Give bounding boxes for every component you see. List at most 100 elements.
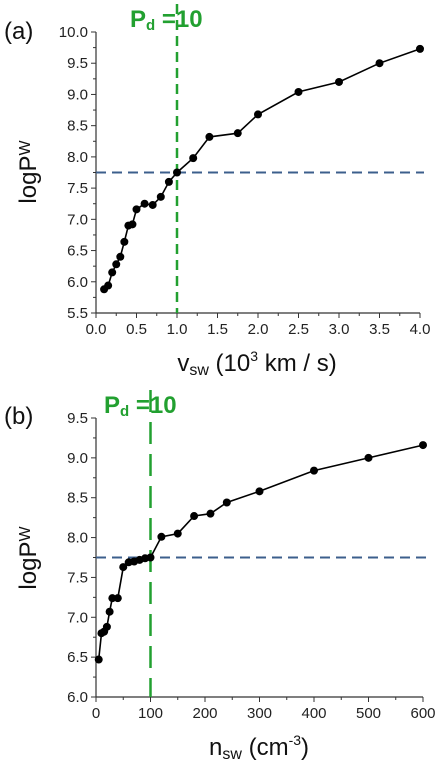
- panel-a-x-tick-label: 3.0: [329, 321, 350, 338]
- panel-b-data-point: [222, 498, 231, 507]
- panel-a-y-tick-label: 10.0: [59, 24, 88, 41]
- panel-b-y-tick-label: 6.0: [67, 689, 88, 706]
- panel-a-x-tick-label: 3.5: [369, 321, 390, 338]
- panel-a-data-point: [132, 205, 141, 214]
- panel-a-xlabel-after: (10: [209, 350, 250, 377]
- panel-a-x-tick-label: 2.0: [248, 321, 269, 338]
- panel-b-x-tick-label: 100: [138, 705, 163, 722]
- panel-b-y-tick-label: 8.0: [67, 530, 88, 547]
- panel-a-data-point: [128, 220, 137, 229]
- panel-a-x-tick-label: 2.5: [288, 321, 309, 338]
- panel-a-data-point: [254, 110, 262, 119]
- panel-b-xlabel-main: n: [209, 734, 222, 761]
- panel-b-pd-sub: d: [120, 403, 129, 420]
- panel-b-x-tick-label: 0: [92, 705, 100, 722]
- panel-b-x-tick-label: 500: [356, 705, 381, 722]
- panel-b-y-tick-label: 8.5: [67, 490, 88, 507]
- panel-a-data-point: [156, 192, 165, 201]
- panel-a-y-tick-label: 8.0: [67, 149, 88, 166]
- panel-a-data-point: [104, 281, 113, 290]
- panel-a-data-point: [120, 237, 129, 246]
- panel-a-label: (a): [4, 18, 33, 45]
- panel-b-x-tick-label: 600: [410, 705, 435, 722]
- panel-a-data-point: [112, 260, 121, 269]
- panel-b-data-point: [113, 594, 122, 603]
- panel-b-ylabel-sub: W: [17, 526, 34, 542]
- panel-b-data-point: [364, 453, 373, 462]
- panel-b-xlabel-sup: -3: [289, 732, 302, 748]
- panel-a-data-point: [189, 154, 198, 163]
- panel-b-x-tick-label: 200: [192, 705, 217, 722]
- panel-b-data-point: [119, 563, 128, 572]
- panel-b-data-point: [102, 622, 111, 631]
- panel-a-y-tick-label: 7.5: [67, 180, 88, 197]
- panel-b-series-line: [97, 444, 424, 660]
- panel-a-xlabel-tail: km / s): [258, 350, 337, 377]
- panel-b-data-point: [157, 532, 166, 541]
- panel-a-data-point: [205, 132, 214, 141]
- panel-a-data-point: [116, 252, 125, 261]
- panel-a-y-tick-label: 7.0: [67, 211, 88, 228]
- panel-a-xlabel-sub: sw: [189, 362, 209, 379]
- panel-a-y-axis-label: logPW: [15, 140, 42, 204]
- panel-a-data-point: [108, 268, 117, 277]
- panel-b-pd-main: P: [104, 392, 120, 419]
- panel-b-plot-area: 0 100 200 300 400 500 600 6.0 6.5 7.0 7.5 8.0 8.5 9.0…: [67, 390, 436, 722]
- panel-b-ylabel-main: logP: [15, 542, 42, 590]
- panel-b-x-tick-label: 300: [247, 705, 272, 722]
- panel-b-data-point: [173, 529, 182, 538]
- panel-a-x-tick-label: 0.0: [86, 321, 107, 338]
- panel-a-ylabel-main: logP: [15, 156, 42, 204]
- panel-b-data-point: [94, 655, 103, 664]
- panel-b-y-tick-label: 9.5: [67, 410, 88, 427]
- panel-a-x-tick-label: 4.0: [410, 321, 431, 338]
- panel-a-pd-sub: d: [146, 17, 155, 34]
- panel-a-xlabel-main: v: [177, 350, 189, 377]
- panel-b-data-point: [206, 509, 215, 518]
- panel-a-data-point: [233, 129, 242, 138]
- panel-a-data-point: [416, 44, 424, 53]
- panel-b-y-tick-label: 6.5: [67, 649, 88, 666]
- panel-a-y-tick-label: 5.5: [67, 305, 88, 322]
- panel-b-data-point: [190, 512, 199, 521]
- panel-b-y-tick-label: 7.0: [67, 609, 88, 626]
- panel-a-x-axis-label: vsw (103 km / s): [177, 348, 336, 379]
- panel-a-series-line: [103, 48, 421, 290]
- panel-a-y-tick-label: 9.0: [67, 86, 88, 103]
- panel-b-label: (b): [4, 403, 33, 430]
- panel-a-x-tick-label: 0.5: [126, 321, 147, 338]
- panel-a-ylabel-sub: W: [17, 140, 34, 156]
- panel-a-data-point: [335, 77, 343, 86]
- panel-a-data-point: [173, 168, 181, 177]
- panel-a-xlabel-sup: 3: [250, 348, 258, 364]
- panel-a-data-point: [375, 59, 384, 68]
- panel-a-plot-area: 0.0 0.5 1.0 1.5 2.0 2.5 3.0 3.5 4.0 5.5 6.0 6.5 7.0 7…: [59, 4, 431, 338]
- panel-b-pd-value: =10: [129, 392, 176, 419]
- panel-a-y-tick-label: 6.0: [67, 274, 88, 291]
- panel-a-x-tick-label: 1.5: [207, 321, 228, 338]
- panel-a-pd-main: P: [130, 6, 146, 33]
- panel-a-x-tick-label: 1.0: [167, 321, 188, 338]
- panel-b-y-axis-label: logPW: [15, 526, 42, 590]
- panel-b-xlabel-tail: ): [301, 734, 309, 761]
- panel-b-xlabel-sub: sw: [222, 746, 242, 763]
- panel-b-y-tick-label: 9.0: [67, 450, 88, 467]
- panel-b-chart: (b) 0 100 200 300 400 500 600 6.0 6.5 7.0 7.5 8.0 8.…: [4, 390, 436, 763]
- panel-b-data-point: [146, 553, 155, 562]
- panel-b-pd-annotation: Pd =10: [104, 392, 177, 420]
- panel-a-chart: (a) 0.0 0.5 1.0 1.5 2.0 2.5 3.0 3.5 4.0 5.5 6.0 6.5…: [4, 4, 430, 379]
- panel-a-data-point: [294, 87, 303, 96]
- panel-b-xlabel-after: (cm: [242, 734, 289, 761]
- panel-a-pd-value: =10: [155, 6, 202, 33]
- panel-a-data-point: [148, 200, 157, 209]
- panel-b-y-tick-label: 7.5: [67, 569, 88, 586]
- panel-b-x-tick-label: 400: [301, 705, 326, 722]
- panel-a-y-tick-label: 8.5: [67, 118, 88, 135]
- panel-a-data-point: [140, 199, 149, 208]
- panel-a-y-tick-label: 6.5: [67, 243, 88, 260]
- panel-a-y-tick-label: 9.5: [67, 55, 88, 72]
- panel-b-x-axis-label: nsw (cm-3): [209, 732, 309, 763]
- panel-b-data-point: [255, 487, 264, 496]
- panel-b-data-point: [310, 466, 318, 475]
